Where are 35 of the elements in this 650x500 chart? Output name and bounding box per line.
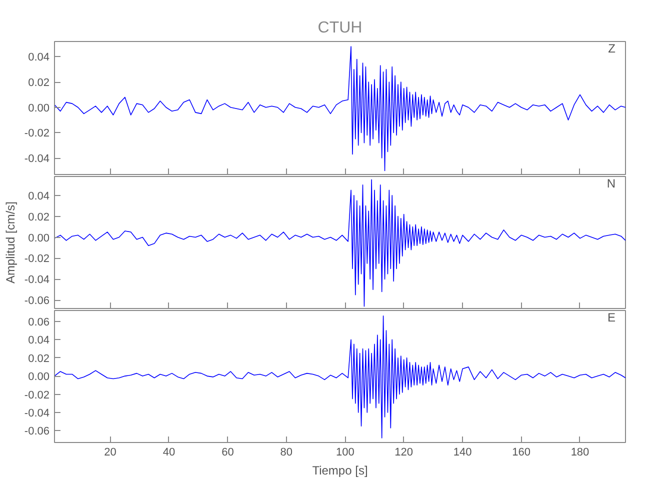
annotation: E	[607, 310, 616, 324]
x-tick-label: 100	[336, 446, 354, 458]
x-tick-label: 20	[104, 446, 116, 458]
annotation: N	[606, 176, 616, 190]
y-tick-label: -0.04	[24, 153, 50, 166]
line-series	[54, 46, 626, 172]
x-tick-label: 60	[222, 446, 234, 458]
y-tick-label: -0.02	[24, 389, 50, 402]
line-series	[54, 179, 626, 307]
y-tick-label: 0.06	[28, 316, 50, 328]
x-tick-label: 140	[453, 446, 472, 458]
y-tick-label: -0.04	[24, 407, 50, 420]
annotation: Z	[608, 42, 616, 56]
y-tick-label: 0.04	[28, 334, 50, 347]
x-tick-label: 180	[570, 446, 590, 458]
y-tick-label: 0.00	[28, 102, 50, 114]
y-tick-label: 0.02	[28, 77, 50, 90]
y-tick-label: 0.04	[28, 190, 50, 202]
y-tick-label: 0.00	[28, 371, 50, 384]
y-tick-label: -0.02	[24, 253, 50, 266]
x-tick-label: 120	[394, 446, 414, 458]
y-tick-label: 0.02	[28, 352, 50, 365]
y-axis-title: Amplitud [cm/s]	[3, 201, 18, 284]
y-tick-label: 0.04	[28, 52, 50, 64]
chart-title: CTUH	[318, 20, 362, 36]
y-tick-label: -0.06	[24, 426, 50, 438]
y-tick-label: -0.04	[24, 274, 50, 286]
y-tick-label: 0.02	[28, 211, 50, 224]
y-tick-label: -0.02	[24, 128, 50, 140]
x-tick-label: 80	[280, 446, 293, 458]
x-tick-label: 40	[162, 446, 176, 458]
y-tick-label: -0.06	[24, 295, 50, 308]
y-tick-label: 0.00	[28, 232, 50, 244]
x-axis-title: Tiempo [s]	[312, 464, 368, 478]
x-tick-label: 160	[512, 446, 530, 458]
